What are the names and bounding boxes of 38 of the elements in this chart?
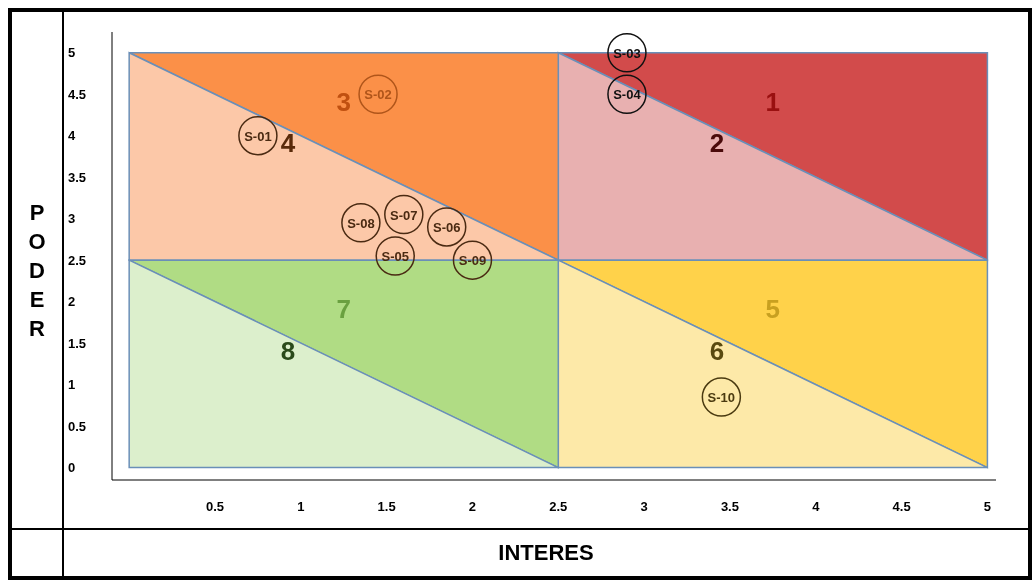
y-tick-label: 3 [68,211,76,227]
x-tick-label: 4.5 [892,499,911,515]
x-axis-title: INTERES [64,528,1028,576]
annotation: 7 [336,294,351,325]
y-tick-label: 5 [68,45,76,61]
y-tick-label: 2 [68,294,76,310]
annotation: 8 [280,335,296,366]
x-tick-label: 2 [468,499,477,515]
x-tick-label: 0.5 [205,499,225,515]
data-label: S-06 [432,219,461,235]
y-tick-label: 2.5 [68,252,87,268]
x-tick-label: 3.5 [720,499,739,515]
annotation: 4 [280,128,296,159]
x-tick-label: 1.5 [377,499,396,515]
data-label: S-07 [390,207,418,223]
y-tick-label: 0.5 [68,418,87,434]
x-tick-label: 5 [983,499,992,515]
x-tick-label: 3 [640,499,648,515]
annotation: 1 [765,86,781,117]
annotation: 2 [709,128,725,159]
data-label: S-01 [244,128,272,144]
x-tick-label: 2.5 [549,499,568,515]
x-tick-label: 4 [812,499,821,515]
data-label: S-02 [364,87,392,103]
y-tick-label: 4 [68,128,76,144]
y-tick-label: 0 [68,460,76,476]
annotation: 3 [336,86,351,117]
y-tick-label: 3.5 [68,169,87,185]
y-tick-label: 1.5 [68,335,87,351]
x-tick-label: 1 [297,499,305,515]
data-label: S-10 [707,390,736,406]
data-label: S-09 [458,253,487,269]
data-label: S-08 [347,215,375,231]
data-label: S-04 [613,87,642,103]
annotation: 6 [709,335,725,366]
y-tick-label: 1 [68,377,76,393]
y-tick-label: 4.5 [68,86,87,102]
y-axis-title: PODER [28,198,46,343]
